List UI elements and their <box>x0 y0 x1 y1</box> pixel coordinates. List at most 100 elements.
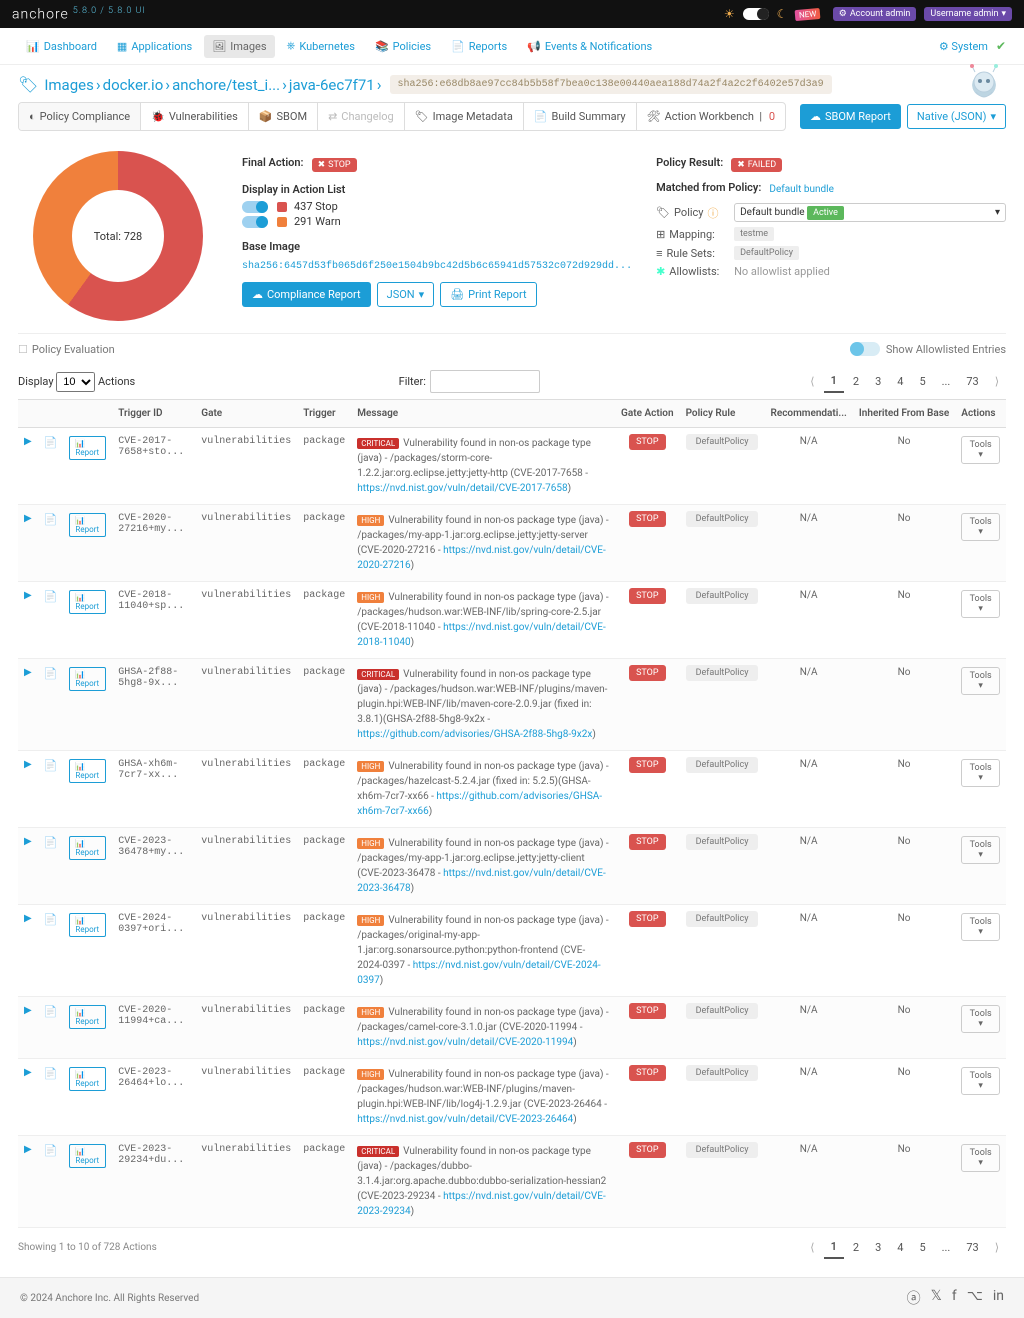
sbom-report-button[interactable]: ☁ SBOM Report <box>800 104 901 129</box>
base-image-link[interactable]: sha256:6457d53fb065d6f250e1504b9bc42d5b6… <box>242 261 632 272</box>
tab-vulnerabilities[interactable]: 🐞 Vulnerabilities <box>141 103 249 130</box>
expand-icon[interactable]: ▶ <box>24 1144 32 1155</box>
nav-events-notifications[interactable]: 📢 Events & Notifications <box>519 35 660 58</box>
pager-5[interactable]: 5 <box>912 371 932 392</box>
expand-icon[interactable]: ▶ <box>24 913 32 924</box>
tools-button[interactable]: Tools ▾ <box>961 436 1000 464</box>
anchore-icon[interactable]: ⓐ <box>907 1288 921 1308</box>
nav-system[interactable]: ⚙ System <box>939 40 988 53</box>
policy-rule-badge[interactable]: DefaultPolicy <box>686 757 759 773</box>
col-5[interactable]: Trigger <box>297 400 351 428</box>
cve-link[interactable]: https://github.com/advisories/GHSA-2f88-… <box>357 729 592 740</box>
warn-toggle[interactable] <box>242 216 268 228</box>
tools-button[interactable]: Tools ▾ <box>961 759 1000 787</box>
policy-rule-badge[interactable]: DefaultPolicy <box>686 1003 759 1019</box>
expand-icon[interactable]: ▶ <box>24 1005 32 1016</box>
crumb-0[interactable]: Images <box>44 76 94 94</box>
policy-rule-badge[interactable]: DefaultPolicy <box>686 665 759 681</box>
cve-link[interactable]: https://nvd.nist.gov/vuln/detail/CVE-202… <box>357 1191 605 1217</box>
cve-link[interactable]: https://github.com/advisories/GHSA-xh6m-… <box>357 791 602 817</box>
report-button[interactable]: 📊 Report <box>69 1144 106 1168</box>
pager-prev[interactable]: ⟨ <box>803 1237 821 1258</box>
display-select[interactable]: 10 <box>56 372 95 392</box>
policy-rule-badge[interactable]: DefaultPolicy <box>686 911 759 927</box>
tab-build-summary[interactable]: 📄 Build Summary <box>524 103 637 130</box>
cve-link[interactable]: https://nvd.nist.gov/vuln/detail/CVE-202… <box>357 545 605 571</box>
report-button[interactable]: 📊 Report <box>69 513 106 537</box>
cve-link[interactable]: https://nvd.nist.gov/vuln/detail/CVE-201… <box>357 622 605 648</box>
policy-rule-badge[interactable]: DefaultPolicy <box>686 511 759 527</box>
tab-policy-compliance[interactable]: ◐ Policy Compliance <box>19 103 141 130</box>
expand-icon[interactable]: ▶ <box>24 436 32 447</box>
linkedin-icon[interactable]: in <box>993 1288 1004 1308</box>
github-icon[interactable]: ⌥ <box>967 1288 983 1308</box>
user-chip[interactable]: Username admin ▾ <box>924 7 1012 21</box>
col-9[interactable]: Recommendati... <box>764 400 852 428</box>
tools-button[interactable]: Tools ▾ <box>961 1005 1000 1033</box>
crumb-2[interactable]: anchore/test_i... <box>172 76 280 94</box>
tools-button[interactable]: Tools ▾ <box>961 1144 1000 1172</box>
pager-2[interactable]: 2 <box>846 1237 866 1258</box>
tools-button[interactable]: Tools ▾ <box>961 836 1000 864</box>
nav-kubernetes[interactable]: ⎈ Kubernetes <box>279 34 363 58</box>
theme-switch[interactable] <box>743 8 769 20</box>
pager-3[interactable]: 3 <box>868 1237 888 1258</box>
crumb-1[interactable]: docker.io <box>103 76 164 94</box>
col-10[interactable]: Inherited From Base <box>853 400 955 428</box>
pager-next[interactable]: ⟩ <box>988 371 1006 392</box>
col-3[interactable]: Trigger ID <box>112 400 195 428</box>
pager-1[interactable]: 1 <box>824 370 844 393</box>
crumb-3[interactable]: java-6ec7f71 <box>289 76 375 94</box>
nav-applications[interactable]: ▦ Applications <box>109 35 200 58</box>
policy-rule-badge[interactable]: DefaultPolicy <box>686 1065 759 1081</box>
tools-button[interactable]: Tools ▾ <box>961 913 1000 941</box>
filter-input[interactable] <box>430 370 540 393</box>
cve-link[interactable]: https://nvd.nist.gov/vuln/detail/CVE-202… <box>357 960 600 986</box>
report-button[interactable]: 📊 Report <box>69 913 106 937</box>
pager-73[interactable]: 73 <box>959 371 985 392</box>
facebook-icon[interactable]: f <box>952 1288 957 1308</box>
tools-button[interactable]: Tools ▾ <box>961 590 1000 618</box>
policy-rule-badge[interactable]: DefaultPolicy <box>686 834 759 850</box>
tab-action-workbench[interactable]: 🛠 Action Workbench | 0 <box>637 103 785 130</box>
tools-button[interactable]: Tools ▾ <box>961 1067 1000 1095</box>
pager-...[interactable]: ... <box>935 1237 958 1258</box>
pager-...[interactable]: ... <box>935 371 958 392</box>
policy-rule-badge[interactable]: DefaultPolicy <box>686 434 759 450</box>
report-button[interactable]: 📊 Report <box>69 759 106 783</box>
pager-73[interactable]: 73 <box>959 1237 985 1258</box>
stop-toggle[interactable] <box>242 201 268 213</box>
expand-icon[interactable]: ▶ <box>24 513 32 524</box>
tab-image-metadata[interactable]: 🏷 Image Metadata <box>405 103 524 130</box>
tools-button[interactable]: Tools ▾ <box>961 513 1000 541</box>
expand-icon[interactable]: ▶ <box>24 1067 32 1078</box>
cve-link[interactable]: https://nvd.nist.gov/vuln/detail/CVE-202… <box>357 868 605 894</box>
report-button[interactable]: 📊 Report <box>69 1067 106 1091</box>
sha-chip[interactable]: sha256:e68db8ae97cc84b5b58f7bea0c138e004… <box>390 75 832 94</box>
pager-next[interactable]: ⟩ <box>988 1237 1006 1258</box>
json-button[interactable]: JSON ▾ <box>377 282 435 307</box>
col-11[interactable]: Actions <box>955 400 1006 428</box>
col-6[interactable]: Message <box>351 400 615 428</box>
expand-icon[interactable]: ▶ <box>24 759 32 770</box>
pager-prev[interactable]: ⟨ <box>803 371 821 392</box>
report-button[interactable]: 📊 Report <box>69 667 106 691</box>
matched-link[interactable]: Default bundle <box>769 184 834 195</box>
allowlist-toggle[interactable] <box>850 342 880 356</box>
nav-policies[interactable]: 📚 Policies <box>367 35 439 58</box>
tab-sbom[interactable]: 📦 SBOM <box>249 103 318 130</box>
compliance-report-button[interactable]: ☁ Compliance Report <box>242 282 371 307</box>
pager-5[interactable]: 5 <box>912 1237 932 1258</box>
expand-icon[interactable]: ▶ <box>24 667 32 678</box>
col-4[interactable]: Gate <box>195 400 297 428</box>
report-button[interactable]: 📊 Report <box>69 836 106 860</box>
pager-4[interactable]: 4 <box>890 1237 910 1258</box>
policy-rule-badge[interactable]: DefaultPolicy <box>686 588 759 604</box>
nav-images[interactable]: 🖼 Images <box>204 35 274 58</box>
tools-button[interactable]: Tools ▾ <box>961 667 1000 695</box>
col-7[interactable]: Gate Action <box>615 400 680 428</box>
col-8[interactable]: Policy Rule <box>680 400 765 428</box>
native-json-button[interactable]: Native (JSON) ▾ <box>907 104 1006 129</box>
expand-icon[interactable]: ▶ <box>24 836 32 847</box>
nav-reports[interactable]: 📄 Reports <box>443 35 515 58</box>
